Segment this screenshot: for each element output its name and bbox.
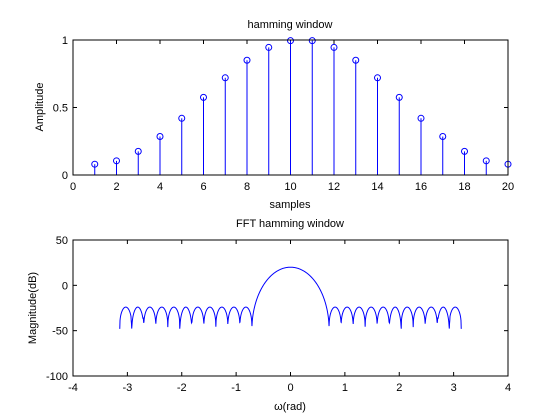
plot2-y-tick-label: -50: [52, 326, 68, 338]
plot1-x-tick-label: 8: [244, 181, 250, 193]
plot1-x-tick-label: 16: [415, 181, 427, 193]
plot1-x-tick-label: 12: [328, 181, 340, 193]
plot1-stem-marker: [200, 93, 207, 101]
plot1-stem-marker: [91, 160, 99, 168]
plot1-y-label: Amplitude: [34, 83, 46, 132]
plot1-y-tick-label: 0.5: [53, 103, 68, 115]
plot1-x-tick-label: 18: [458, 181, 470, 193]
plot1-stem-marker: [243, 56, 251, 64]
plot1-y-tick-labels: 00.51: [53, 35, 68, 182]
plot1-stem-marker: [417, 114, 425, 122]
plot1-stem-marker: [482, 157, 490, 165]
plot2-x-label: ω(rad): [274, 401, 306, 413]
fft-hamming-window-plot: FFT hamming window -4 -3 -2 -1 0 1 2 3 4 -100 -50…: [27, 218, 511, 413]
plot1-stem-marker: [395, 93, 403, 101]
plot2-title: FFT hamming window: [236, 218, 344, 230]
plot1-stem-marker: [287, 37, 294, 45]
plot1-x-tick-label: 0: [70, 181, 76, 193]
plot1-stem-marker: [352, 56, 360, 64]
plot2-x-tick-label: 1: [342, 382, 348, 394]
plot2-x-tick-label: 3: [451, 382, 457, 394]
plot1-x-tick-label: 2: [113, 181, 119, 193]
plot2-y-tick-labels: -100 -50 0 50: [46, 235, 68, 383]
plot1-stem-marker: [308, 37, 316, 45]
plot1-stem-marker: [461, 147, 468, 155]
plot1-stem-marker: [374, 74, 381, 82]
hamming-window-plot: hamming window 0 2 4 6 8 10 12 14 16 18 20 00.51 s…: [34, 19, 514, 211]
plot1-x-tick-label: 4: [157, 181, 163, 193]
plot1-stem-marker: [265, 43, 273, 51]
plot1-x-label: samples: [270, 199, 311, 211]
plot1-stem-marker: [221, 74, 229, 82]
plot1-axes-box: [72, 39, 509, 176]
plot2-y-tick-label: -100: [46, 371, 68, 383]
plot1-title: hamming window: [248, 19, 333, 31]
plot2-x-tick-label: 2: [396, 382, 402, 394]
plot1-stem-marker: [113, 157, 120, 165]
plot2-x-tick-labels: -4 -3 -2 -1 0 1 2 3 4: [68, 382, 511, 394]
plot2-magnitude-line: [119, 266, 462, 329]
plot2-axes-box: [72, 239, 509, 377]
plot1-y-tick-label: 1: [62, 35, 68, 47]
plot2-x-tick-label: -1: [231, 382, 241, 394]
plot1-x-tick-label: 14: [371, 181, 383, 193]
plot1-x-tick-label: 10: [284, 181, 296, 193]
plot1-stem-marker: [178, 114, 186, 122]
plot1-x-tick-label: 6: [200, 181, 206, 193]
plot1-stem-marker: [156, 133, 164, 141]
plot2-x-tick-label: -4: [68, 382, 78, 394]
plot2-x-tick-label: -3: [122, 382, 132, 394]
plot1-y-tick-label: 0: [62, 170, 68, 182]
plot2-y-label: Magnitude(dB): [27, 272, 39, 344]
plot1-x-tick-label: 20: [502, 181, 514, 193]
plot2-x-tick-label: 4: [505, 382, 511, 394]
plot1-stem-marker: [439, 133, 447, 141]
plot2-x-tick-label: 0: [287, 382, 293, 394]
plot1-stem-marker: [134, 147, 142, 155]
plot1-stem-marker: [330, 43, 338, 51]
plot2-y-tick-label: 0: [62, 280, 68, 292]
plot2-x-tick-label: -2: [177, 382, 187, 394]
plot1-x-tick-labels: 0 2 4 6 8 10 12 14 16 18 20: [70, 181, 514, 193]
plot2-y-tick-label: 50: [56, 235, 68, 247]
plot1-stems: [91, 37, 512, 175]
